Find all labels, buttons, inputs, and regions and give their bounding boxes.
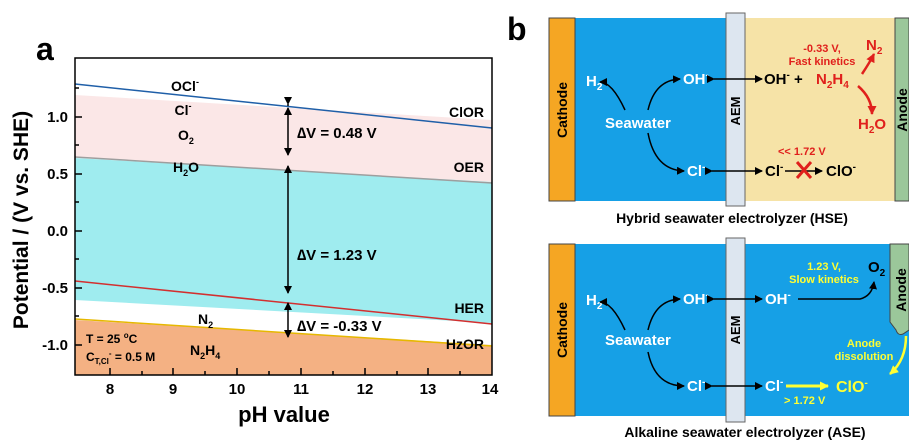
panel-a-label: a: [36, 31, 54, 67]
ase-caption: Alkaline seawater electrolyzer (ASE): [624, 424, 865, 440]
x-ticks: [109, 368, 461, 375]
panel-a: a 8 9 10: [10, 31, 499, 427]
x-tick-label: 13: [420, 381, 437, 398]
x-tick-label: 14: [482, 381, 499, 398]
hse-cl-potential-note: << 1.72 V: [778, 146, 826, 158]
her-line: [75, 280, 492, 325]
hzor-label: HzOR: [446, 336, 484, 352]
hse-cl-anode: Cl-: [765, 162, 783, 180]
hzor-line: [75, 318, 492, 347]
clor-line: [75, 83, 492, 129]
panel-b-label: b: [507, 11, 527, 47]
hse-cathode-label: Cathode: [554, 82, 570, 138]
hse-red-arrows: [857, 53, 877, 115]
oer-line: [75, 156, 492, 184]
y-ticks: [75, 87, 82, 346]
x-tick-label: 11: [293, 381, 309, 398]
ase-h2: H2: [586, 292, 603, 312]
hse-h2o-product: H2O: [858, 116, 886, 136]
delta-v-chlorine: ∆V = 0.48 V: [297, 125, 377, 142]
y-axis-title: Potential / (V vs. SHE): [10, 111, 33, 329]
ase-seawater: Seawater: [605, 332, 671, 349]
ase-anode: [889, 243, 909, 335]
x-tick-label: 9: [169, 381, 177, 398]
delta-v-water: ∆V = 1.23 V: [297, 247, 377, 264]
ase-cl-cathode: Cl-: [687, 377, 705, 395]
hse-anode-compartment: [745, 18, 909, 201]
ase-cathode-label: Cathode: [554, 302, 570, 358]
ase-cathode: [548, 243, 576, 417]
ase-oer-arrow: [798, 281, 877, 300]
hse-flow-arrows: [599, 75, 823, 175]
blocked-cross-icon: [795, 161, 813, 179]
hse-anode: [894, 17, 909, 202]
n2-label: N2: [198, 311, 213, 330]
ase-cl-anode: Cl-: [765, 377, 783, 395]
hse-n2h4: N2H4: [816, 71, 849, 91]
ase-cl-potential-note: > 1.72 V: [784, 395, 826, 407]
hse-oh-cathode: OH-: [683, 70, 709, 88]
x-tick-label: 12: [357, 381, 374, 398]
o2-label: O2: [178, 127, 194, 146]
ase-oh-anode: OH-: [765, 290, 791, 308]
concentration-label: CT,Cl- = 0.5 M: [86, 349, 155, 366]
ase-aem-label: AEM: [728, 316, 743, 345]
region-above-clor: [75, 58, 492, 120]
cl-label: Cl-: [175, 101, 192, 118]
ase-oh-cathode: OH-: [683, 290, 709, 308]
h2o-label: H2O: [173, 159, 199, 178]
region-hzor: [75, 320, 492, 375]
plot-frame: [74, 57, 493, 376]
x-tick-label: 10: [229, 381, 246, 398]
hse-note-potential: -0.33 V,: [803, 43, 841, 55]
ase-note-kinetics: Slow kinetics: [789, 274, 859, 286]
x-tick-label: 8: [106, 381, 114, 398]
ase-note-potential: 1.23 V,: [807, 261, 841, 273]
hse-anode-label: Anode: [894, 88, 909, 132]
hse-aem-label: AEM: [728, 97, 743, 126]
ase-dissolution-2: dissolution: [835, 351, 894, 363]
y-tick-label: 0.5: [47, 166, 68, 183]
ase-dissolution-1: Anode: [847, 338, 881, 350]
n2h4-label: N2H4: [190, 342, 220, 361]
oer-label: OER: [454, 159, 484, 175]
hse-caption: Hybrid seawater electrolyzer (HSE): [616, 210, 848, 226]
y-tick-label: 0.0: [47, 223, 68, 240]
y-tick-label: -0.5: [42, 280, 68, 297]
ase-dissolution-arrow: [889, 335, 908, 375]
delta-v-hydrazine: ∆V = -0.33 V: [297, 318, 382, 335]
ase-o2-product: O2: [868, 259, 886, 279]
hse-seawater: Seawater: [605, 115, 671, 132]
ase-membrane: [725, 237, 746, 423]
hse-n2-product: N2: [866, 37, 883, 57]
hse-note-kinetics: Fast kinetics: [789, 56, 856, 68]
hse-cell: Cathode AEM Anode H2 Seawater OH- Cl- OH…: [548, 12, 909, 226]
x-axis-title: pH value: [238, 402, 330, 427]
ase-flow-arrows: [599, 295, 763, 390]
hse-clo: ClO-: [826, 162, 856, 180]
temperature-label: T = 25 oC: [86, 331, 138, 346]
her-label: HER: [454, 300, 484, 316]
hse-cl-cathode: Cl-: [687, 162, 705, 180]
clor-label: ClOR: [449, 104, 484, 120]
hse-oh-anode: OH- +: [764, 70, 803, 88]
region-oer-her: [75, 158, 492, 323]
ase-clo: ClO-: [836, 378, 868, 396]
hse-h2: H2: [586, 73, 603, 93]
hse-membrane: [725, 12, 746, 207]
hse-cathode: [548, 17, 576, 202]
ase-cell: Cathode AEM Anode H2 Seawater OH- Cl- OH…: [548, 237, 909, 440]
y-tick-label: -1.0: [42, 337, 68, 354]
ocl-label: OCl-: [171, 77, 199, 94]
panel-b: b Cathode AEM Anode H2 Seawater OH- Cl-: [507, 11, 909, 440]
y-tick-label: 1.0: [47, 109, 68, 126]
ase-anode-label: Anode: [893, 268, 909, 312]
